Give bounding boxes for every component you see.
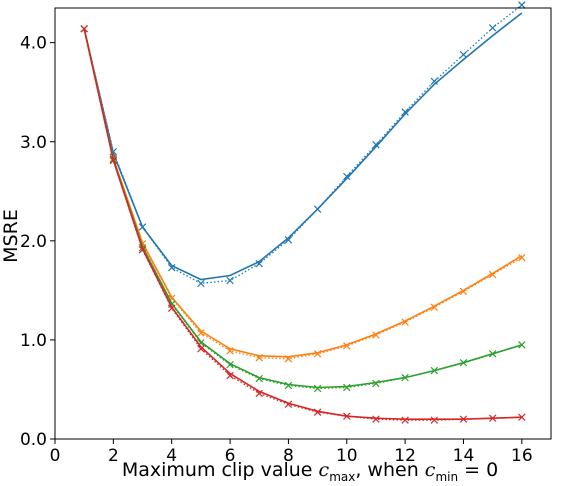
series-1-marker — [343, 172, 351, 181]
y-tick-label: 0.0 — [20, 430, 47, 450]
series-4-dotted-line — [83, 28, 522, 421]
series-4-marker — [284, 400, 293, 409]
series-4-marker — [313, 408, 322, 416]
x-axis-title-suffix: = 0 — [458, 459, 498, 481]
series-2-marker — [518, 253, 526, 262]
x-axis-title-var2: c — [425, 459, 436, 481]
series-4-marker — [255, 389, 263, 398]
series-3 — [80, 25, 526, 393]
series-4-marker — [80, 25, 88, 33]
series-4 — [80, 25, 526, 424]
series-1-marker — [488, 24, 497, 32]
series-3-marker — [226, 360, 234, 369]
series-1-marker — [167, 263, 176, 272]
series-1-marker — [372, 141, 380, 149]
series-4-marker — [518, 413, 526, 421]
series-2-marker — [401, 318, 409, 326]
series-1-dotted-line — [83, 4, 523, 285]
x-tick-label: 6 — [225, 446, 236, 466]
series-layer — [80, 1, 526, 424]
series-2-marker — [226, 347, 234, 355]
x-axis-title-prefix: Maximum clip value — [122, 459, 319, 481]
series-4-marker — [372, 415, 380, 423]
axes-layer: 0 2 4 6 8 10 12 14 16 0.0 1.0 2.0 3.0 4.0 — [20, 7, 552, 466]
x-tick-label: 0 — [50, 446, 61, 466]
y-tick-label: 2.0 — [20, 232, 47, 252]
plot-frame — [54, 7, 552, 440]
x-tick-label: 8 — [283, 446, 294, 466]
series-4-marker — [343, 412, 351, 420]
series-4-marker — [138, 246, 147, 254]
series-3-marker — [372, 379, 380, 388]
series-3-marker — [430, 366, 439, 375]
x-tick-label: 2 — [108, 446, 119, 466]
series-3-marker — [343, 383, 351, 392]
series-4-marker — [430, 416, 439, 424]
series-1-marker — [459, 50, 468, 59]
x-tick-label: 12 — [394, 446, 416, 466]
y-tick-label: 3.0 — [20, 133, 47, 153]
series-3-marker — [255, 374, 263, 383]
series-3-marker — [459, 358, 468, 367]
series-2-dotted-line — [83, 28, 523, 360]
series-4-marker — [488, 414, 497, 422]
series-1-marker — [430, 77, 439, 86]
series-4-marker — [109, 156, 118, 165]
series-4-marker — [226, 371, 234, 380]
series-1-marker — [401, 108, 409, 116]
series-2-marker — [343, 342, 351, 350]
series-3-dotted-line — [83, 28, 522, 390]
series-2-solid-line — [83, 28, 523, 358]
series-4-marker — [401, 416, 409, 424]
x-axis-title-var1: c — [319, 459, 330, 481]
series-2-marker — [459, 287, 468, 296]
series-2-marker — [430, 303, 439, 311]
x-axis-title: Maximum clip value cmax, when cmin = 0 — [122, 459, 498, 484]
series-2-marker — [197, 329, 205, 337]
series-3-marker — [518, 341, 526, 349]
series-1-solid-line — [83, 12, 523, 281]
series-1-marker — [313, 205, 322, 213]
series-3-marker — [313, 384, 322, 393]
x-axis-title-sub1: max — [329, 470, 355, 484]
x-tick-label: 10 — [336, 446, 358, 466]
series-1-marker — [518, 1, 526, 9]
x-tick-label: 16 — [511, 446, 533, 466]
series-3-marker — [488, 350, 497, 358]
y-axis-title: MSRE — [0, 209, 22, 263]
series-1-marker — [197, 279, 205, 288]
series-2-marker — [313, 350, 322, 358]
x-axis-title-sub2: min — [435, 470, 458, 484]
y-tick-label: 4.0 — [20, 34, 47, 54]
series-4-marker — [459, 415, 468, 423]
x-tick-label: 14 — [453, 446, 475, 466]
series-3-marker — [401, 373, 409, 382]
series-2-marker — [372, 331, 380, 339]
y-tick-label: 1.0 — [20, 331, 47, 351]
series-2-marker — [255, 354, 263, 362]
series-4-marker — [167, 304, 176, 312]
series-4-marker — [197, 345, 205, 353]
series-1-marker — [138, 223, 147, 231]
series-2-marker — [488, 270, 497, 279]
series-1-marker — [284, 236, 293, 244]
x-tick-label: 4 — [166, 446, 177, 466]
series-2-marker — [284, 355, 293, 363]
x-axis-title-mid: , when — [355, 459, 424, 481]
series-3-marker — [284, 381, 293, 390]
series-1-marker — [226, 276, 234, 285]
series-1-marker — [255, 259, 263, 268]
